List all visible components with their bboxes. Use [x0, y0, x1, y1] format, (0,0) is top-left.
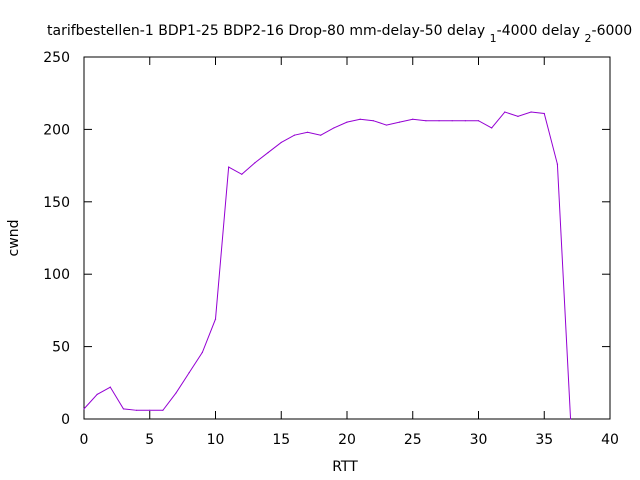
x-tick-label: 35 [535, 432, 553, 448]
cwnd-data-point [504, 111, 506, 113]
cwnd-data-point [280, 141, 282, 144]
cwnd-data-point [96, 393, 98, 395]
chart-title-main: tarifbestellen-1 BDP1-25 BDP2-16 Drop-80… [47, 23, 490, 39]
x-tick-label: 20 [338, 432, 356, 448]
cwnd-data-point [267, 151, 269, 154]
y-tick-label: 200 [43, 122, 70, 138]
x-tick-label: 15 [272, 432, 290, 448]
cwnd-data-point [556, 163, 559, 165]
cwnd-data-point [399, 121, 401, 123]
x-tick-label: 40 [601, 432, 619, 448]
chart-title-end: -6000 [592, 23, 633, 39]
cwnd-data-point [569, 418, 572, 420]
y-tick-label: 150 [43, 195, 70, 211]
cwnd-data-point [254, 162, 256, 164]
cwnd-data-point [333, 127, 335, 129]
cwnd-data-point [372, 120, 374, 122]
cwnd-data-point [214, 318, 217, 320]
chart-title-subscript-2: 2 [585, 32, 592, 45]
cwnd-data-point [451, 120, 453, 122]
cwnd-data-point [175, 392, 177, 394]
x-axis-label: RTT [332, 459, 358, 475]
cwnd-data-point [306, 131, 309, 133]
cwnd-data-point [293, 134, 295, 136]
cwnd-data-point [241, 173, 243, 175]
y-tick-label: 50 [52, 340, 70, 356]
chart-title-subscript-1: 1 [490, 32, 497, 45]
cwnd-data-point [320, 134, 322, 136]
cwnd-data-point [188, 372, 190, 374]
cwnd-data-point [425, 120, 427, 122]
cwnd-data-point [346, 121, 348, 123]
y-tick-label: 250 [43, 50, 70, 66]
cwnd-data-point [543, 112, 545, 115]
x-tick-label: 25 [404, 432, 422, 448]
x-tick-label: 30 [470, 432, 488, 448]
cwnd-data-point [464, 120, 466, 122]
cwnd-data-point [136, 409, 138, 411]
cwnd-data-point [149, 409, 151, 411]
x-tick-label: 0 [80, 432, 89, 448]
cwnd-data-point [83, 408, 85, 410]
cwnd-data-point [201, 351, 203, 353]
cwnd-data-point [530, 111, 532, 113]
cwnd-series-line [83, 111, 572, 420]
cwnd-data-point [491, 127, 493, 129]
plot-area: 0 5 10 15 20 25 30 35 40 0 50 100 150 200 250 [43, 50, 619, 448]
y-tick-label: 100 [43, 267, 70, 283]
cwnd-data-point [122, 408, 125, 410]
cwnd-data-point [162, 409, 164, 411]
cwnd-data-point [477, 120, 480, 122]
plot-frame [83, 56, 611, 420]
x-tick-label: 10 [207, 432, 225, 448]
cwnd-data-point [109, 386, 111, 388]
chart-title: tarifbestellen-1 BDP1-25 BDP2-16 Drop-80… [47, 23, 632, 45]
y-tick-label: 0 [61, 412, 70, 428]
chart-title-middle: -4000 delay [497, 23, 585, 39]
cwnd-data-point [438, 120, 440, 122]
cwnd-data-point [412, 118, 414, 120]
cwnd-data-point [385, 124, 388, 126]
cwnd-data-point [228, 166, 230, 168]
y-axis-label: cwnd [6, 220, 22, 257]
x-tick-label: 5 [145, 432, 154, 448]
cwnd-data-point [517, 115, 519, 117]
cwnd-data-point [359, 118, 361, 120]
